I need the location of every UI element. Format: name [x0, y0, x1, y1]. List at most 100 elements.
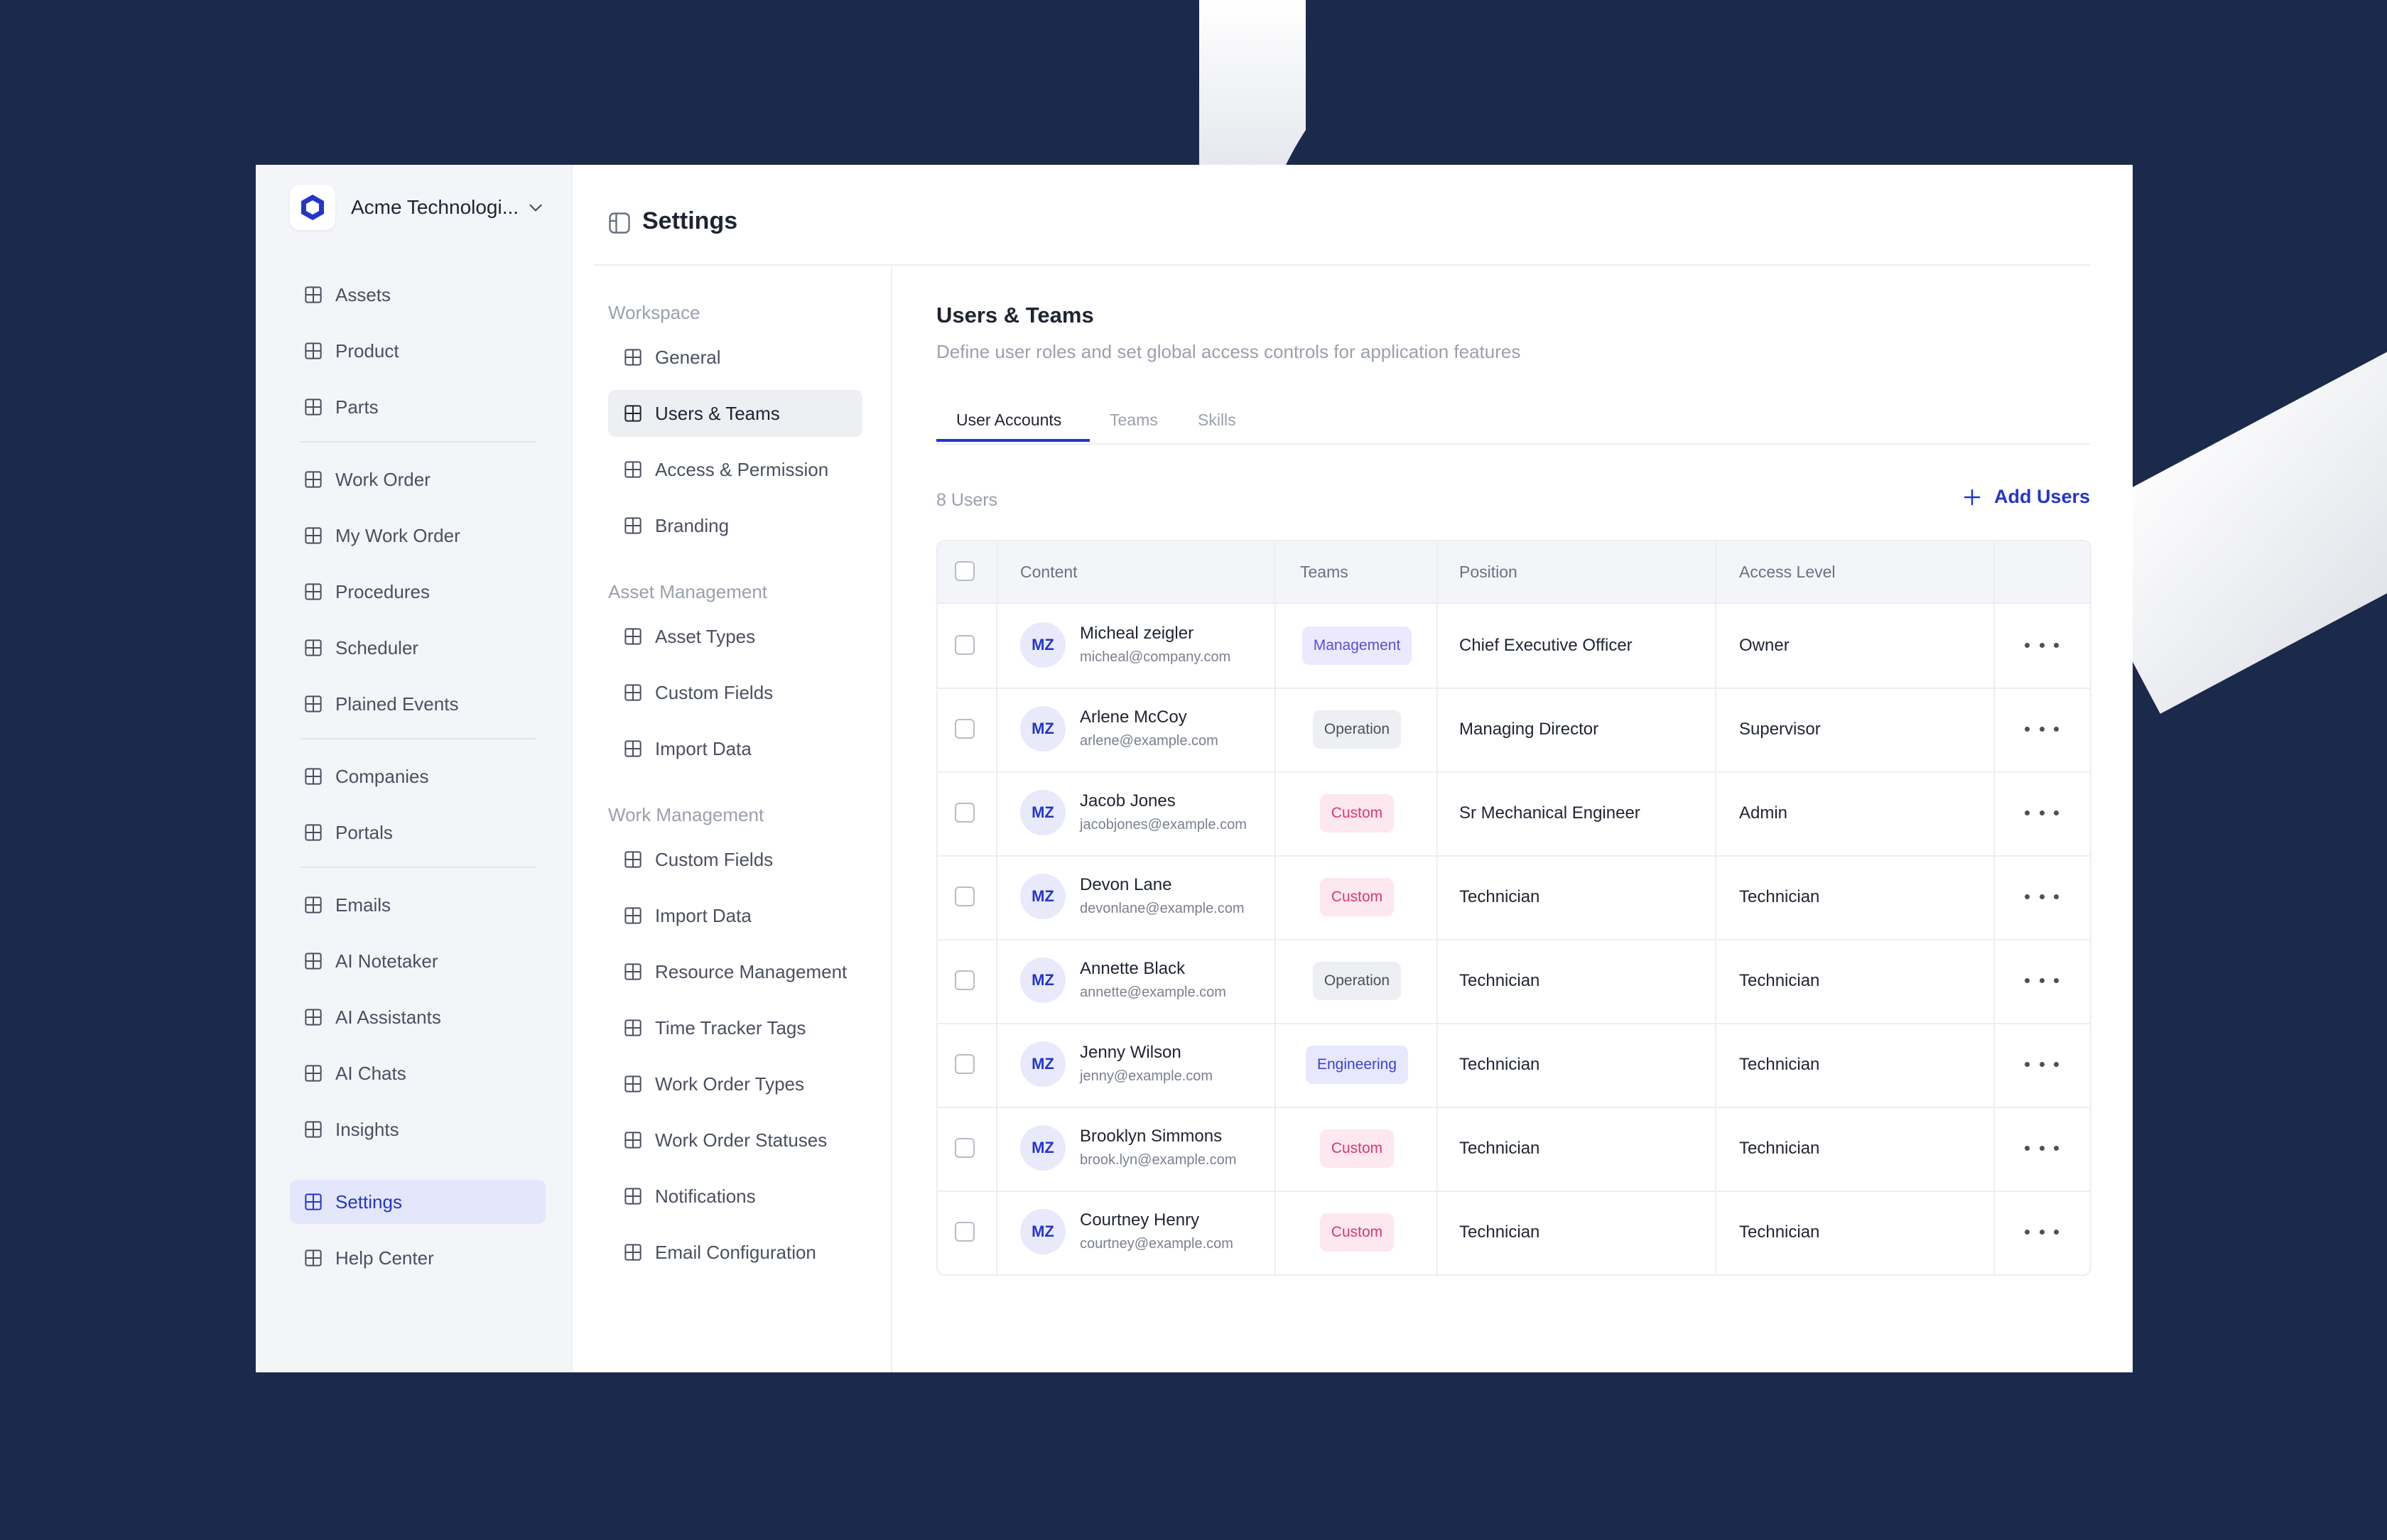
layout-icon[interactable] [607, 210, 632, 236]
team-badge: Operation [1312, 962, 1402, 1000]
submenu-item-users-and-teams[interactable]: Users & Teams [608, 390, 862, 437]
sidebar-item-label: Parts [335, 396, 379, 418]
page-header: Settings [571, 165, 2133, 266]
col-header-access-level: Access Level [1739, 563, 1836, 581]
submenu-item-time-tracker-tags[interactable]: Time Tracker Tags [608, 1004, 862, 1051]
chevron-down-icon[interactable] [524, 196, 547, 219]
user-name: Micheal zeigler [1080, 624, 1194, 643]
more-horizontal-icon[interactable] [2025, 719, 2059, 739]
sidebar-item-plained-events[interactable]: Plained Events [290, 682, 546, 726]
tab-skills[interactable]: Skills [1198, 411, 1236, 429]
add-users-button[interactable]: Add Users [1961, 486, 2090, 508]
submenu-item-work-order-statuses[interactable]: Work Order Statuses [608, 1117, 862, 1164]
sidebar-item-portals[interactable]: Portals [290, 810, 546, 855]
more-horizontal-icon[interactable] [2025, 886, 2059, 906]
sidebar-item-help-center[interactable]: Help Center [290, 1236, 546, 1280]
grid-icon [303, 396, 324, 418]
sidebar-item-settings[interactable]: Settings [290, 1180, 546, 1224]
org-logo [290, 185, 335, 230]
row-checkbox[interactable] [955, 970, 975, 990]
user-email: arlene@example.com [1080, 733, 1218, 749]
sidebar-item-work-order[interactable]: Work Order [290, 457, 546, 501]
sidebar-item-my-work-order[interactable]: My Work Order [290, 514, 546, 558]
grid-icon [622, 1186, 644, 1207]
section-title: Users & Teams [936, 303, 1094, 327]
submenu-item-import-data[interactable]: Import Data [608, 725, 862, 772]
column-divider [1436, 541, 1438, 1274]
select-all-checkbox[interactable] [955, 561, 975, 581]
more-horizontal-icon[interactable] [2025, 970, 2059, 990]
user-name: Arlene McCoy [1080, 707, 1187, 727]
sidebar-item-assets[interactable]: Assets [290, 273, 546, 317]
header-divider [594, 264, 2090, 266]
more-horizontal-icon[interactable] [2025, 803, 2059, 823]
table-row: MZ Annette Black annette@example.com Operat… [938, 939, 2090, 1024]
row-checkbox[interactable] [955, 803, 975, 823]
user-name: Devon Lane [1080, 875, 1172, 894]
submenu-item-general[interactable]: General [608, 334, 862, 381]
grid-icon [303, 581, 324, 602]
sidebar-item-product[interactable]: Product [290, 329, 546, 373]
submenu-item-import-data[interactable]: Import Data [608, 892, 862, 939]
sidebar-item-ai-notetaker[interactable]: AI Notetaker [290, 939, 546, 983]
tab-teams[interactable]: Teams [1110, 411, 1158, 429]
team-badge: Custom [1319, 1213, 1395, 1252]
row-checkbox[interactable] [955, 886, 975, 906]
user-access-level: Technician [1739, 1222, 1820, 1242]
grid-icon [622, 347, 644, 368]
row-checkbox[interactable] [955, 635, 975, 655]
user-email: annette@example.com [1080, 985, 1226, 1000]
submenu-item-asset-types[interactable]: Asset Types [608, 613, 862, 660]
grid-icon [303, 822, 324, 843]
row-checkbox[interactable] [955, 1222, 975, 1242]
org-name: Acme Technologi... [351, 196, 519, 218]
more-horizontal-icon[interactable] [2025, 635, 2059, 655]
tab-user-accounts[interactable]: User Accounts [956, 411, 1062, 429]
submenu-item-label: Time Tracker Tags [655, 1016, 806, 1039]
more-horizontal-icon[interactable] [2025, 1222, 2059, 1242]
submenu-item-resource-management[interactable]: Resource Management [608, 948, 862, 995]
sidebar-item-emails[interactable]: Emails [290, 883, 546, 927]
more-horizontal-icon[interactable] [2025, 1054, 2059, 1074]
user-email: micheal@company.com [1080, 649, 1231, 665]
grid-icon [303, 693, 324, 715]
sidebar-item-procedures[interactable]: Procedures [290, 570, 546, 614]
sidebar-item-ai-chats[interactable]: AI Chats [290, 1051, 546, 1095]
row-checkbox[interactable] [955, 1138, 975, 1158]
user-email: jenny@example.com [1080, 1068, 1213, 1084]
submenu-item-work-order-types[interactable]: Work Order Types [608, 1061, 862, 1107]
sidebar-item-parts[interactable]: Parts [290, 385, 546, 429]
avatar: MZ [1020, 1125, 1066, 1171]
user-email: courtney@example.com [1080, 1236, 1233, 1252]
submenu-item-email-configuration[interactable]: Email Configuration [608, 1229, 862, 1276]
sidebar-item-ai-assistants[interactable]: AI Assistants [290, 995, 546, 1039]
sidebar-item-scheduler[interactable]: Scheduler [290, 626, 546, 670]
user-access-level: Technician [1739, 971, 1820, 990]
sidebar-item-label: AI Chats [335, 1062, 406, 1084]
column-divider [1715, 541, 1716, 1274]
table-header: Content Teams Position Access Level [938, 541, 2090, 604]
sidebar-divider [300, 867, 536, 868]
grid-icon [303, 1063, 324, 1084]
sidebar-item-insights[interactable]: Insights [290, 1107, 546, 1151]
submenu-item-branding[interactable]: Branding [608, 502, 862, 549]
sidebar-item-companies[interactable]: Companies [290, 754, 546, 798]
row-checkbox[interactable] [955, 719, 975, 739]
table-row: MZ Devon Lane devonlane@example.com Custom T… [938, 855, 2090, 940]
submenu-item-custom-fields[interactable]: Custom Fields [608, 669, 862, 716]
submenu-item-label: Branding [655, 514, 730, 536]
submenu-item-label: Asset Types [655, 625, 756, 647]
submenu-item-access-and-permission[interactable]: Access & Permission [608, 446, 862, 493]
grid-icon [303, 1247, 324, 1269]
grid-icon [622, 738, 644, 759]
user-access-level: Technician [1739, 1055, 1820, 1074]
more-horizontal-icon[interactable] [2025, 1138, 2059, 1158]
submenu-item-label: General [655, 346, 721, 368]
sidebar-item-label: Settings [335, 1191, 402, 1213]
submenu-item-notifications[interactable]: Notifications [608, 1173, 862, 1220]
user-count: 8 Users [936, 490, 998, 510]
org-switcher[interactable]: Acme Technologi... [290, 182, 547, 233]
add-users-label: Add Users [1993, 486, 2090, 507]
row-checkbox[interactable] [955, 1054, 975, 1074]
submenu-item-custom-fields[interactable]: Custom Fields [608, 836, 862, 883]
